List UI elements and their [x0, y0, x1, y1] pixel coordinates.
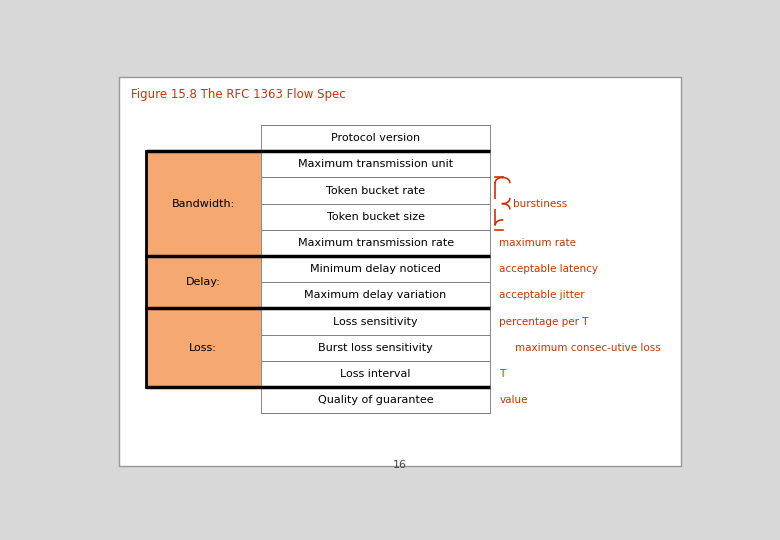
- FancyBboxPatch shape: [261, 361, 491, 387]
- Text: Delay:: Delay:: [186, 277, 221, 287]
- Text: Token bucket rate: Token bucket rate: [326, 186, 425, 195]
- Text: burstiness: burstiness: [512, 199, 567, 208]
- FancyBboxPatch shape: [261, 125, 491, 151]
- Text: Loss:: Loss:: [190, 343, 217, 353]
- Text: Loss interval: Loss interval: [340, 369, 411, 379]
- Text: Minimum delay noticed: Minimum delay noticed: [310, 264, 441, 274]
- Text: value: value: [499, 395, 528, 405]
- FancyBboxPatch shape: [146, 308, 261, 387]
- FancyBboxPatch shape: [261, 335, 491, 361]
- Text: Burst loss sensitivity: Burst loss sensitivity: [318, 343, 433, 353]
- FancyBboxPatch shape: [146, 256, 261, 308]
- Text: Token bucket size: Token bucket size: [327, 212, 424, 222]
- Text: 16: 16: [393, 460, 406, 470]
- Text: percentage per T: percentage per T: [499, 316, 589, 327]
- FancyBboxPatch shape: [261, 308, 491, 335]
- Text: acceptable latency: acceptable latency: [499, 264, 598, 274]
- Text: Figure 15.8 The RFC 1363 Flow Spec: Figure 15.8 The RFC 1363 Flow Spec: [131, 87, 346, 100]
- FancyBboxPatch shape: [261, 256, 491, 282]
- FancyBboxPatch shape: [261, 230, 491, 256]
- FancyBboxPatch shape: [146, 151, 261, 256]
- Text: Loss sensitivity: Loss sensitivity: [333, 316, 418, 327]
- FancyBboxPatch shape: [261, 204, 491, 230]
- Text: maximum rate: maximum rate: [499, 238, 576, 248]
- Text: Maximum delay variation: Maximum delay variation: [304, 291, 447, 300]
- FancyBboxPatch shape: [261, 178, 491, 204]
- Text: acceptable jitter: acceptable jitter: [499, 291, 585, 300]
- FancyBboxPatch shape: [261, 282, 491, 308]
- FancyBboxPatch shape: [261, 151, 491, 178]
- Text: Maximum transmission rate: Maximum transmission rate: [297, 238, 454, 248]
- Text: Quality of guarantee: Quality of guarantee: [317, 395, 434, 405]
- Text: maximum consec-utive loss: maximum consec-utive loss: [515, 343, 661, 353]
- Text: Bandwidth:: Bandwidth:: [172, 199, 235, 208]
- FancyBboxPatch shape: [261, 387, 491, 413]
- FancyBboxPatch shape: [119, 77, 681, 466]
- Text: Maximum transmission unit: Maximum transmission unit: [298, 159, 453, 170]
- Text: Protocol version: Protocol version: [331, 133, 420, 143]
- Text: T: T: [499, 369, 505, 379]
